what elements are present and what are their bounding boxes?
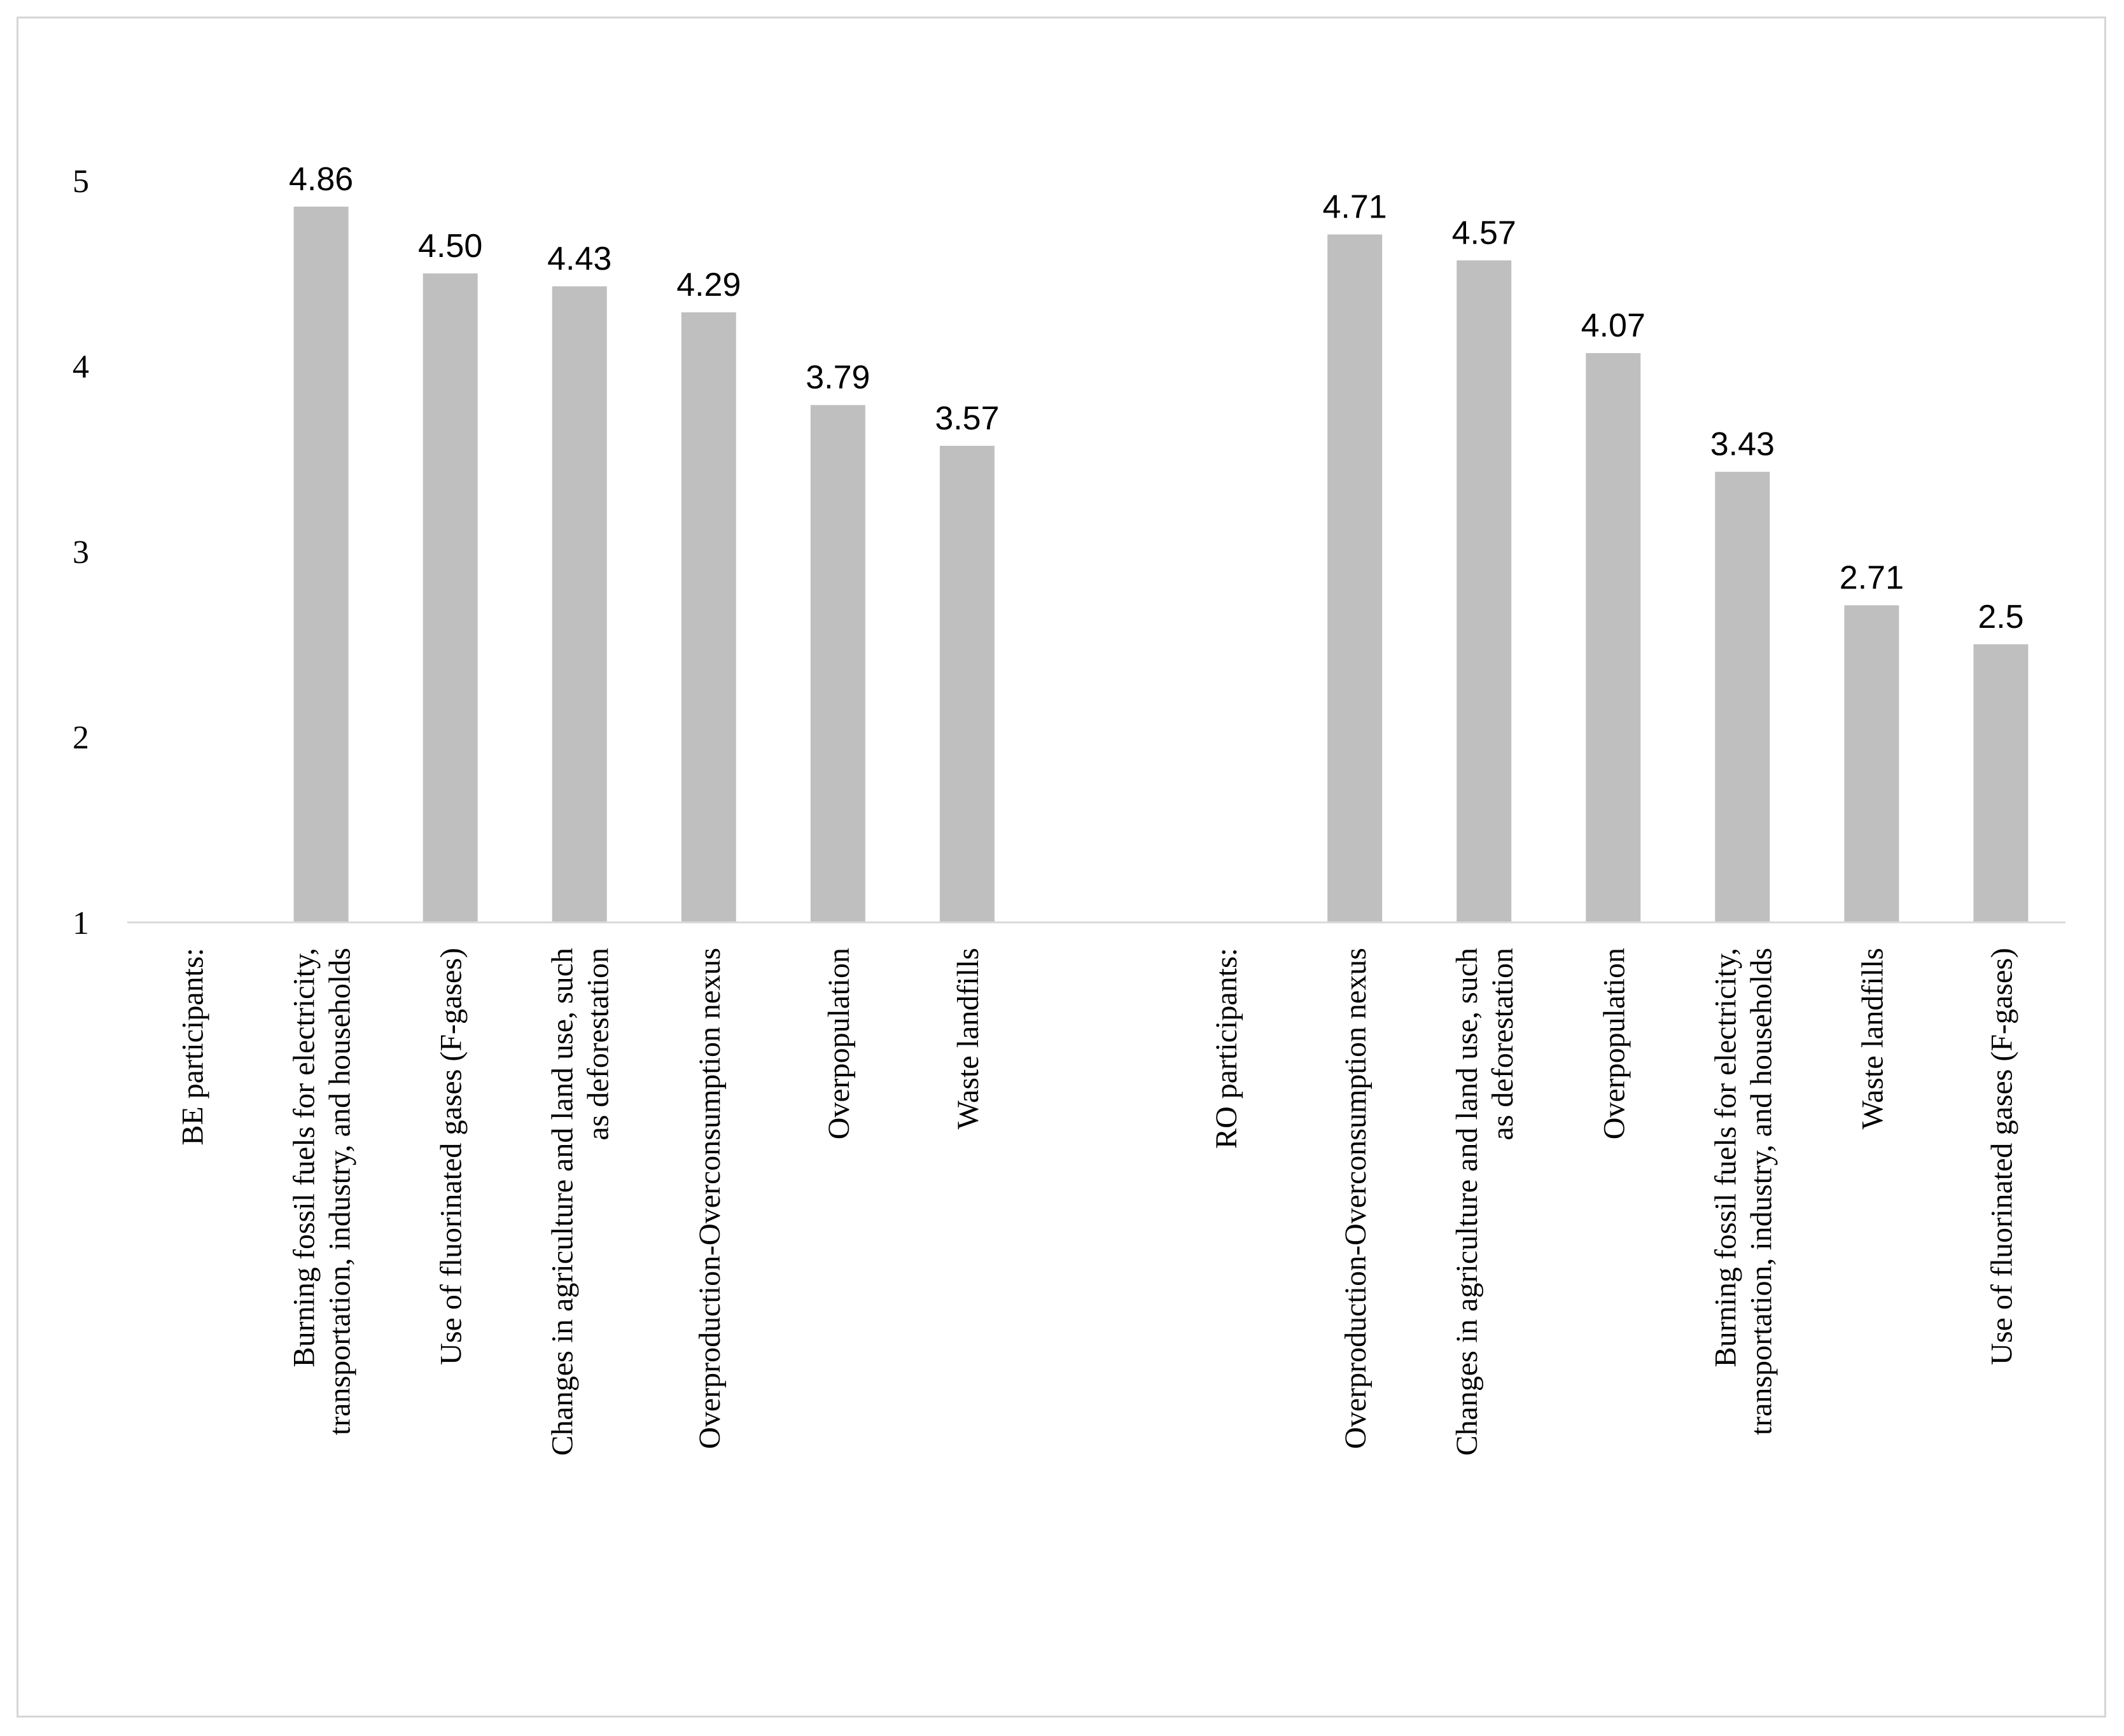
category-label: Waste landfills xyxy=(1855,948,1889,1129)
category-label: Use of fluorinated gases (F-gases) xyxy=(435,948,468,1365)
category-label-line: Overproduction-Overconsumption nexus xyxy=(1339,948,1373,1449)
category-label: Waste landfills xyxy=(951,948,985,1129)
category-label: Overpopulation xyxy=(1597,948,1631,1139)
bar-value-label: 4.43 xyxy=(547,240,611,277)
category-label: Burning fossil fuels for electricity, tra… xyxy=(1708,948,1778,1435)
category-label-line: as deforestation xyxy=(1486,948,1520,1141)
category-label-line: Burning fossil fuels for electricity, xyxy=(288,948,321,1367)
category-label-line: Changes in agriculture and land use, suc… xyxy=(546,948,580,1455)
category-label-line: Use of fluorinated gases (F-gases) xyxy=(1985,948,2018,1365)
data-labels-group: 4.86 4.50 4.43 4.29 3.79 3.57 4.71 4.57 4.07 3.43… xyxy=(289,161,2024,635)
y-tick-label: 5 xyxy=(73,163,89,200)
bar-value-label: 2.71 xyxy=(1840,560,1904,597)
category-label-line: RO participants: xyxy=(1210,948,1243,1149)
category-label: Use of fluorinated gases (F-gases) xyxy=(1985,948,2018,1365)
category-label: Changes in agriculture and land use, suc… xyxy=(1450,948,1520,1455)
category-label: Overproduction-Overconsumption nexus xyxy=(693,948,727,1449)
y-axis-ticks: 1 2 3 4 5 xyxy=(73,163,89,941)
category-label: BE participants: xyxy=(176,948,210,1146)
bar xyxy=(1973,644,2029,922)
category-label-line: transportation, industry, and households xyxy=(323,948,357,1435)
bar xyxy=(1327,234,1383,922)
bar xyxy=(1844,605,1899,922)
category-label-line: as deforestation xyxy=(582,948,615,1141)
category-label-line: Overpopulation xyxy=(1597,948,1631,1139)
y-tick-label: 3 xyxy=(73,534,89,571)
bar-value-label: 3.79 xyxy=(806,359,870,396)
bar xyxy=(552,286,607,922)
bar-value-label: 4.29 xyxy=(676,267,741,303)
category-labels-group: BE participants: Burning fossil fuels for… xyxy=(176,948,2019,1455)
bars-group xyxy=(293,206,2029,923)
category-label-line: Waste landfills xyxy=(951,948,985,1129)
category-label-line: Overproduction-Overconsumption nexus xyxy=(693,948,727,1449)
category-label: Burning fossil fuels for electricity, tra… xyxy=(288,948,357,1435)
category-label-line: BE participants: xyxy=(176,948,210,1146)
bar xyxy=(681,312,736,923)
category-label: RO participants: xyxy=(1210,948,1243,1149)
bar-value-label: 2.5 xyxy=(1978,599,2023,635)
category-label-line: Waste landfills xyxy=(1855,948,1889,1129)
y-tick-label: 2 xyxy=(73,720,89,756)
bar-value-label: 3.57 xyxy=(935,400,999,437)
bar xyxy=(1715,471,1770,922)
bar-value-label: 3.43 xyxy=(1710,426,1775,463)
category-label: Overpopulation xyxy=(822,948,856,1139)
bar-value-label: 4.86 xyxy=(289,161,353,198)
category-label: Overproduction-Overconsumption nexus xyxy=(1339,948,1373,1449)
bar-value-label: 4.50 xyxy=(418,228,482,265)
category-label-line: Overpopulation xyxy=(822,948,856,1139)
bar-value-label: 4.57 xyxy=(1452,214,1516,251)
y-tick-label: 4 xyxy=(73,349,89,385)
category-label: Changes in agriculture and land use, suc… xyxy=(546,948,615,1455)
bar xyxy=(1586,353,1641,922)
category-label-line: Burning fossil fuels for electricity, xyxy=(1708,948,1742,1367)
bar xyxy=(1457,260,1512,923)
bar xyxy=(810,405,865,922)
bar-value-label: 4.71 xyxy=(1323,189,1387,226)
bar xyxy=(423,273,478,922)
bar xyxy=(293,206,349,922)
bar xyxy=(939,445,995,922)
category-label-line: Use of fluorinated gases (F-gases) xyxy=(435,948,468,1365)
bar-value-label: 4.07 xyxy=(1581,307,1645,344)
category-label-line: transportation, industry, and households xyxy=(1744,948,1778,1435)
y-tick-label: 1 xyxy=(73,905,89,941)
category-label-line: Changes in agriculture and land use, suc… xyxy=(1450,948,1484,1455)
